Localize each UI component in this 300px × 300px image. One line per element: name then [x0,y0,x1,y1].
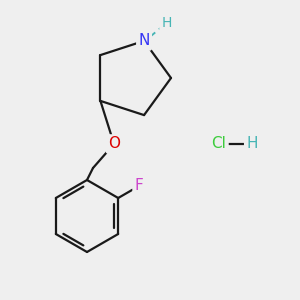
Text: O: O [108,136,120,152]
Text: F: F [135,178,143,194]
Text: N: N [138,33,150,48]
Text: H: H [161,16,172,30]
Text: Cl: Cl [212,136,226,152]
Text: H: H [246,136,258,152]
